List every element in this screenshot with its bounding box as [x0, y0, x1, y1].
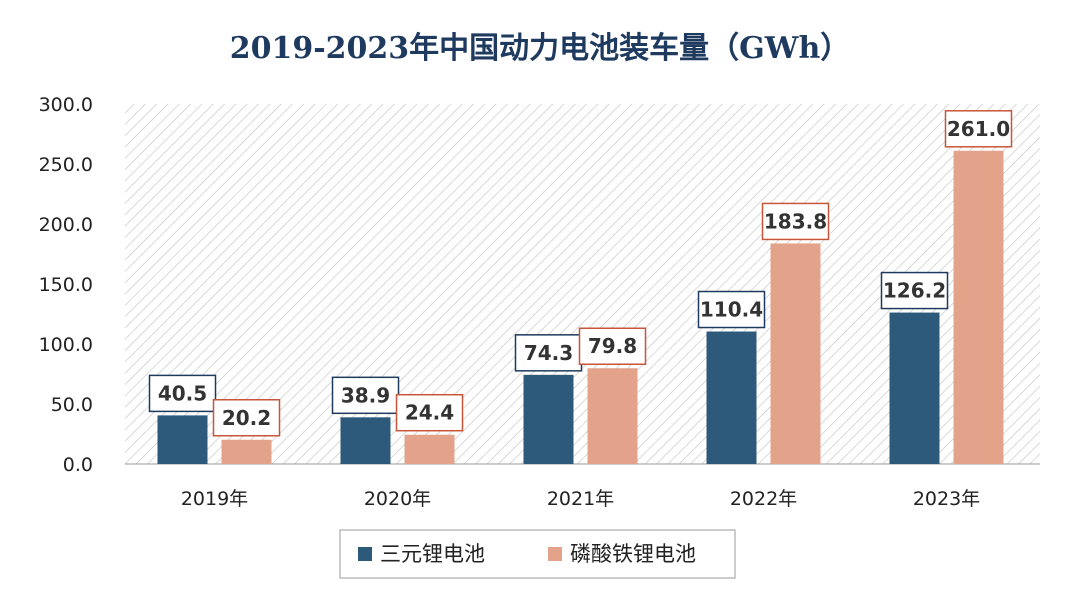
bars: 40.5 20.2 38.9 24.4 74.3 79.8 110.4 183.8 126.2 2…: [148, 110, 1013, 465]
data-label-box: [761, 202, 830, 241]
y-tick-label: 50.0: [51, 394, 93, 416]
data-label-box: [578, 327, 647, 365]
bar-lfp: [587, 368, 638, 464]
data-label-box: [514, 334, 583, 372]
y-tick-label: 300.0: [39, 94, 93, 116]
data-label: 183.8: [764, 209, 827, 233]
data-label: 38.9: [341, 383, 390, 407]
legend-swatch-ternary: [358, 547, 372, 561]
legend-swatch-lfp: [548, 547, 562, 561]
data-label-box: [697, 290, 766, 329]
legend-label-lfp: 磷酸铁锂电池: [570, 542, 696, 566]
bar-lfp: [770, 243, 821, 464]
data-label-box: [331, 376, 400, 415]
data-label-box: [395, 393, 464, 432]
y-tick-label: 250.0: [39, 154, 93, 176]
bar-lfp: [404, 434, 455, 464]
data-label: 40.5: [158, 381, 207, 405]
data-label: 74.3: [524, 341, 573, 365]
data-label: 20.2: [222, 406, 271, 430]
x-axis: 2019年 2020年 2021年 2022年 2023年: [181, 488, 980, 510]
y-tick-label: 0.0: [63, 454, 93, 476]
bar-lfp: [953, 150, 1004, 465]
x-tick-label: 2019年: [181, 488, 248, 510]
y-axis: 0.0 50.0 100.0 150.0 200.0 250.0 300.0: [39, 94, 93, 476]
x-tick-label: 2020年: [364, 488, 431, 510]
bar-lfp: [221, 439, 272, 464]
bar-ternary: [340, 417, 391, 464]
data-label-box: [880, 271, 949, 310]
y-tick-label: 150.0: [39, 274, 93, 296]
data-label: 261.0: [947, 117, 1010, 141]
bar-ternary: [523, 374, 574, 464]
data-label: 79.8: [588, 334, 637, 358]
bar-ternary: [889, 312, 940, 464]
y-tick-label: 100.0: [39, 334, 93, 356]
legend: 三元锂电池 磷酸铁锂电池: [339, 529, 736, 579]
legend-label-ternary: 三元锂电池: [380, 542, 485, 566]
legend-box: [339, 529, 736, 579]
bar-ternary: [157, 415, 208, 464]
data-label-box: [212, 399, 281, 437]
data-label-box: [944, 110, 1013, 148]
bar-ternary: [706, 331, 757, 464]
x-tick-label: 2022年: [730, 488, 797, 510]
data-label: 126.2: [883, 279, 946, 303]
data-label: 110.4: [700, 298, 763, 322]
data-label-box: [148, 374, 217, 413]
x-tick-label: 2021年: [547, 488, 614, 510]
y-tick-label: 200.0: [39, 214, 93, 236]
x-tick-label: 2023年: [913, 488, 980, 510]
data-label: 24.4: [405, 401, 454, 425]
chart-title: 2019-2023年中国动力电池装车量（GWh）: [230, 31, 851, 66]
